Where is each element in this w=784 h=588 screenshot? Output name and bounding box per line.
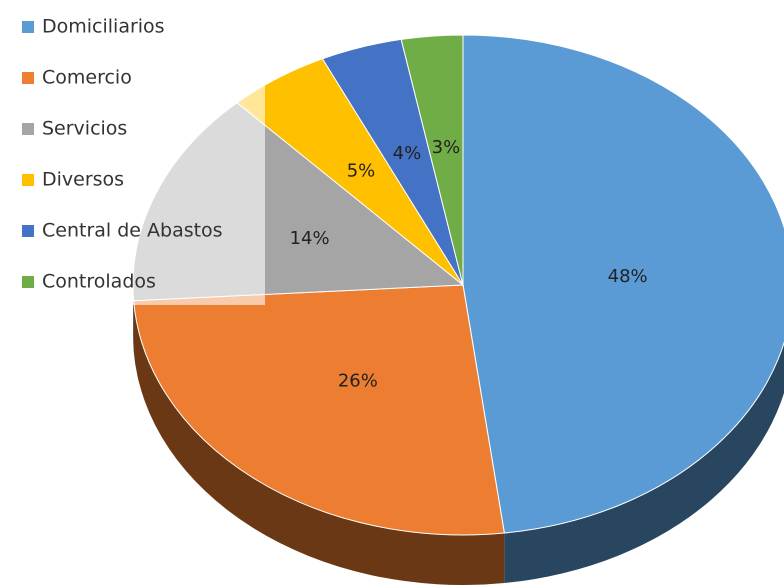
legend-label: Controlados (42, 271, 156, 293)
slice (462, 34, 784, 534)
legend-label: Central de Abastos (42, 220, 223, 242)
slice (133, 284, 505, 536)
legend-swatch (22, 225, 34, 237)
data-label: 5% (347, 160, 376, 181)
legend: Domiciliarios Comercio Servicios Diversos Ce… (0, 5, 265, 305)
data-label: 26% (338, 370, 378, 391)
legend-swatch (22, 174, 34, 186)
legend-swatch (22, 21, 34, 33)
legend-swatch (22, 123, 34, 135)
data-label: 14% (290, 228, 330, 249)
legend-swatch (22, 72, 34, 84)
slice-side (133, 300, 505, 586)
legend-label: Domiciliarios (42, 16, 165, 38)
slice (400, 34, 464, 286)
legend-box (0, 5, 265, 305)
legend-label: Servicios (42, 118, 127, 140)
slice-side (504, 342, 784, 584)
data-label: 48% (608, 266, 648, 287)
data-label: 4% (393, 143, 422, 164)
legend-label: Diversos (42, 169, 124, 191)
legend-swatch (22, 276, 34, 288)
legend-label: Comercio (42, 67, 132, 89)
data-label: 3% (432, 137, 461, 158)
